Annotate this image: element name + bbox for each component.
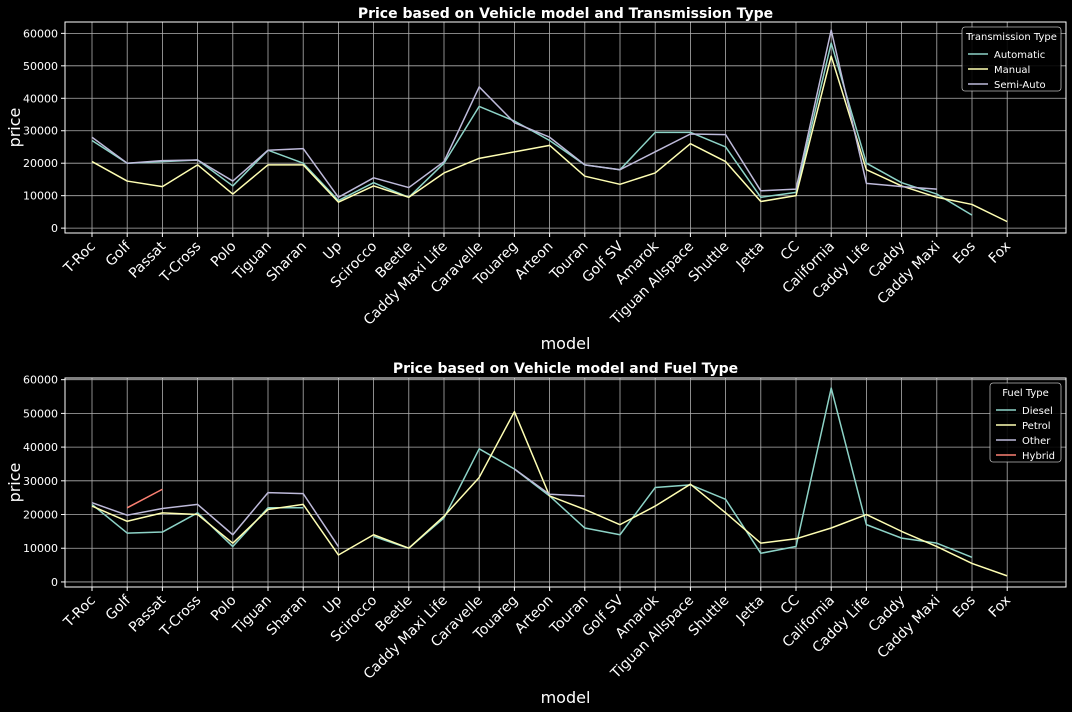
x-tick-label: Jetta: [733, 239, 768, 274]
y-tick-label: 30000: [23, 125, 58, 138]
x-tick-label: Sharan: [264, 593, 310, 639]
y-tick-label: 30000: [23, 475, 58, 488]
y-tick-label: 0: [51, 576, 58, 589]
y-tick-label: 60000: [23, 374, 58, 387]
x-tick-label: Golf: [103, 592, 135, 624]
x-tick-label: Eos: [950, 593, 979, 622]
legend-label: Manual: [994, 65, 1030, 76]
y-tick-label: 20000: [23, 509, 58, 522]
legend-label: Petrol: [1022, 421, 1051, 432]
series-line: [91, 29, 937, 199]
y-tick-label: 50000: [23, 60, 58, 73]
grid: [65, 22, 1066, 233]
y-tick-label: 10000: [23, 190, 58, 203]
y-tick-label: 60000: [23, 27, 58, 40]
x-tick-label: Up: [320, 238, 345, 263]
series-line: [513, 468, 585, 497]
y-tick-label: 40000: [23, 441, 58, 454]
x-tick-label: Arteon: [512, 239, 556, 283]
series-hybrid: [126, 488, 163, 509]
x-tick-label: Fox: [986, 239, 1014, 267]
chart-1: 0 10000 20000 30000 40000 50000 60000 T-Roc Golf…: [5, 6, 1067, 353]
series-line: [126, 488, 163, 509]
legend-label: Semi-Auto: [994, 80, 1046, 91]
y-tick-label: 0: [51, 222, 58, 235]
x-tick-label: Arteon: [512, 593, 556, 637]
x-tick-label: Jetta: [733, 593, 768, 628]
x-tick-label: CC: [778, 592, 803, 617]
series-line: [91, 503, 304, 548]
series-line: [91, 410, 1008, 577]
series-line: [91, 491, 340, 547]
y-axis-label: price: [5, 108, 24, 148]
y-tick-label: 40000: [23, 92, 58, 105]
legend-title: Transmission Type: [965, 32, 1057, 43]
x-tick-label: Fox: [986, 593, 1014, 621]
y-tick-label: 20000: [23, 157, 58, 170]
series-line: [373, 387, 973, 559]
series-diesel: [91, 387, 973, 559]
chart-title: Price based on Vehicle model and Transmi…: [358, 6, 773, 22]
legend-box: [961, 26, 1062, 92]
series-other: [91, 468, 585, 547]
chart-title: Price based on Vehicle model and Fuel Ty…: [393, 361, 738, 377]
x-tick-label: Up: [320, 592, 345, 617]
grid: [65, 378, 1066, 587]
x-tick-label: Golf: [103, 238, 135, 270]
chart-2: 0 10000 20000 30000 40000 50000 60000 T-Roc Golf…: [5, 361, 1067, 707]
y-tick-label: 50000: [23, 407, 58, 420]
series-semi-auto: [91, 29, 937, 199]
series-petrol: [91, 410, 1008, 577]
legend-label: Automatic: [994, 50, 1045, 61]
x-tick-label: CC: [778, 238, 803, 263]
legend-label: Diesel: [1022, 406, 1053, 417]
x-axis-label: model: [541, 688, 591, 707]
x-axis-label: model: [541, 334, 591, 353]
y-tick-label: 10000: [23, 542, 58, 555]
legend-label: Other: [1022, 436, 1051, 447]
axes-frame: [64, 21, 1067, 234]
legend-box: [989, 382, 1062, 463]
x-tick-label: Polo: [208, 239, 240, 271]
y-axis-label: price: [5, 463, 24, 503]
axes-frame: [64, 377, 1067, 588]
x-tick-label: T-Roc: [60, 593, 99, 632]
x-tick-label: T-Roc: [60, 239, 99, 278]
legend-label: Hybrid: [1022, 451, 1055, 462]
x-tick-label: Polo: [208, 593, 240, 625]
legend-title: Fuel Type: [1002, 388, 1049, 399]
x-tick-label: Eos: [950, 239, 979, 268]
legend: Fuel Type Diesel Petrol Other Hybrid: [989, 382, 1062, 463]
legend: Transmission Type Automatic Manual Semi-Aut…: [961, 26, 1062, 92]
x-tick-label: Sharan: [264, 239, 310, 285]
